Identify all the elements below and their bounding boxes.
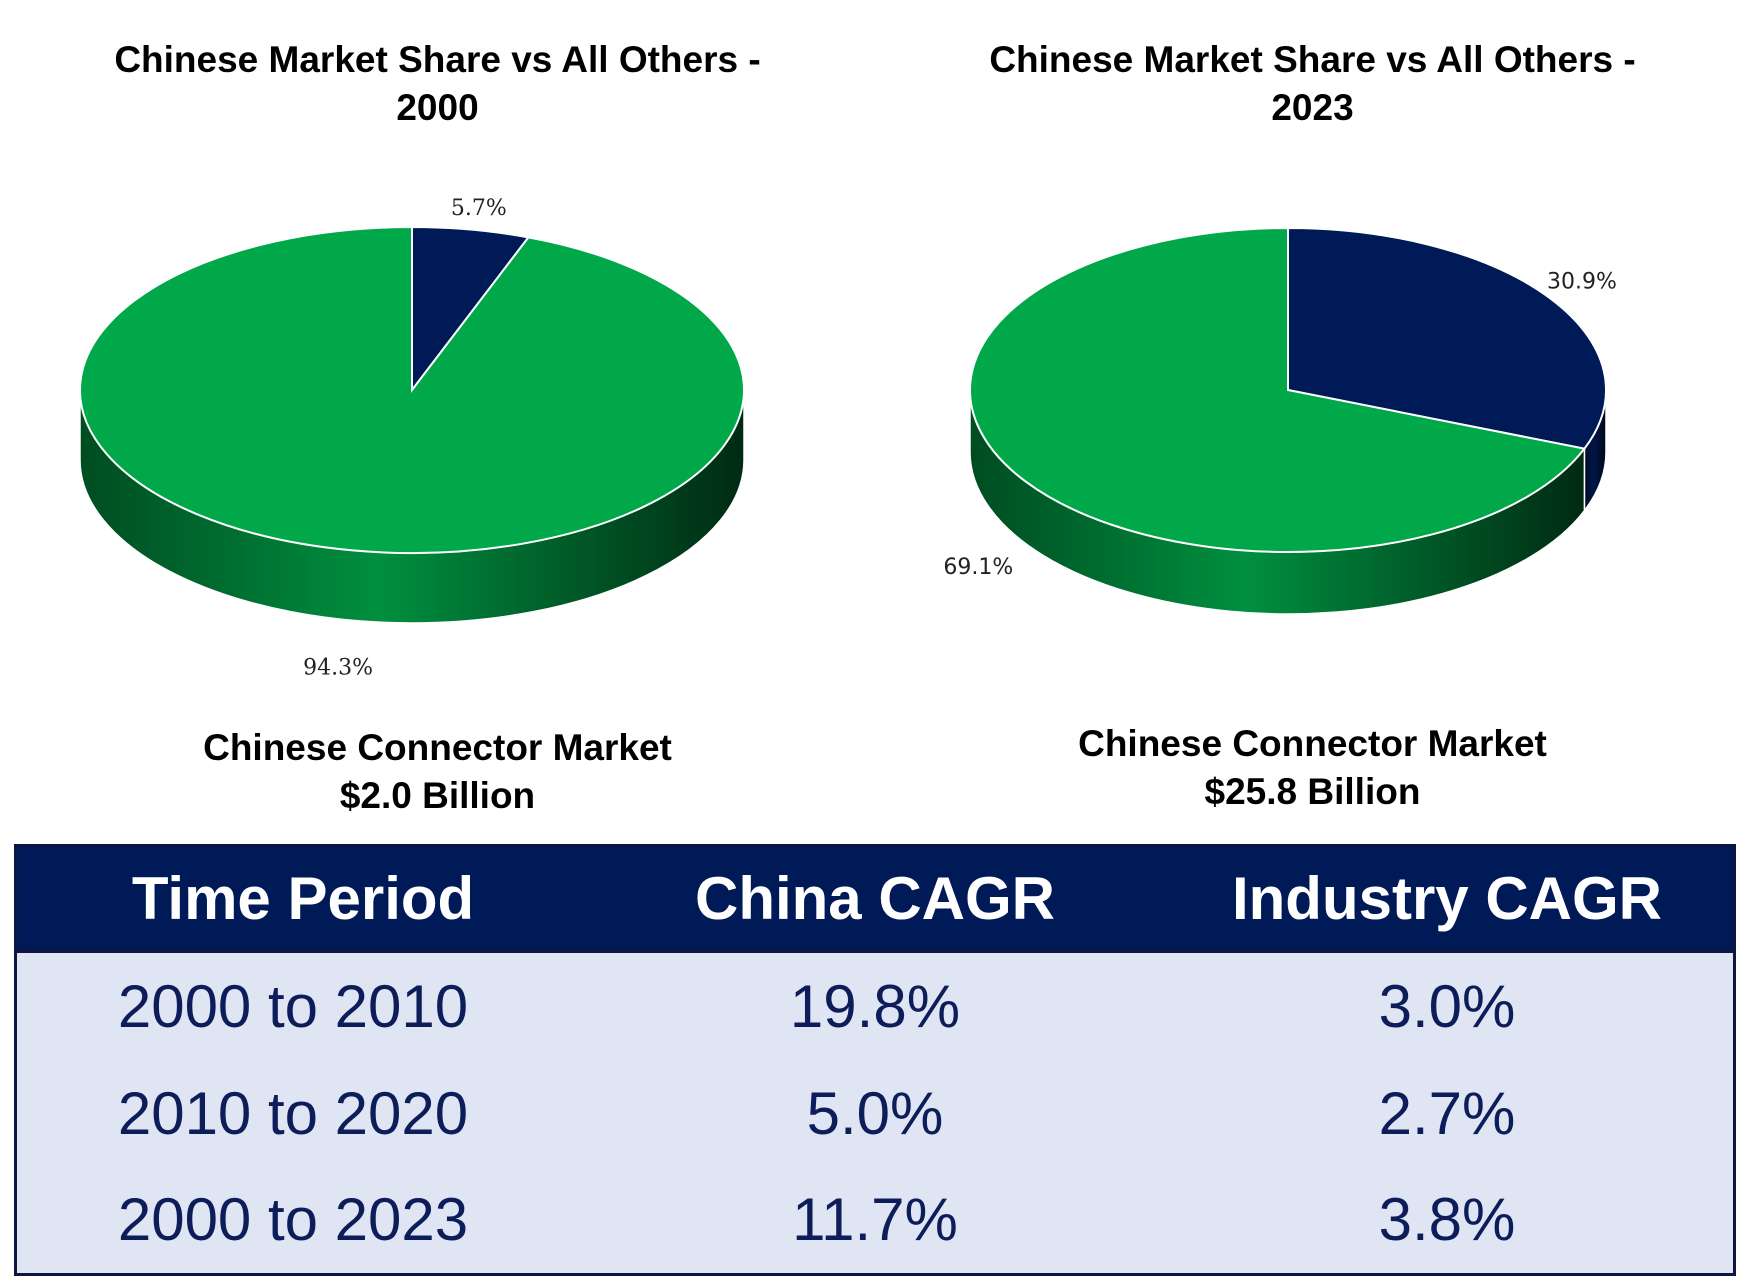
market-caption-line1: Chinese Connector Market xyxy=(1078,723,1547,764)
pie-data-label: 30.9% xyxy=(1547,270,1617,295)
chart-title: Chinese Market Share vs All Others -2023 xyxy=(989,39,1636,128)
pie-data-label: 94.3% xyxy=(303,655,373,680)
pie-chart-svg: 5.7% 94.3% xyxy=(79,196,745,680)
cagr-table-grid: Time Period China CAGR Industry CAGR 200… xyxy=(17,847,1733,1273)
table-row: 2000 to 2010 19.8% 3.0% xyxy=(17,951,1733,1060)
pie-chart-svg: 30.9% 69.1% xyxy=(943,226,1617,615)
pie-chart-2023: Chinese Market Share vs All Others -2023… xyxy=(875,0,1750,840)
pie-slice xyxy=(1287,226,1607,450)
header-industry-cagr: Industry CAGR xyxy=(1161,847,1733,953)
cell-time-period: 2000 to 2010 xyxy=(117,972,469,1040)
chart-title: Chinese Market Share vs All Others -2000 xyxy=(114,39,761,128)
cell-china-cagr: 11.7% xyxy=(792,1186,958,1254)
table-header-row: Time Period China CAGR Industry CAGR xyxy=(17,847,1733,953)
cell-industry-cagr: 3.8% xyxy=(1378,1186,1516,1254)
market-caption-line2: $25.8 Billion xyxy=(1204,771,1421,812)
table-row: 2000 to 2023 11.7% 3.8% xyxy=(17,1166,1733,1273)
pie-chart-2000: Chinese Market Share vs All Others -2000… xyxy=(0,0,875,840)
cell-china-cagr: 19.8% xyxy=(789,972,961,1040)
header-time-period: Time Period xyxy=(17,847,589,953)
pie-data-label: 69.1% xyxy=(943,555,1013,580)
pie-data-label: 5.7% xyxy=(451,196,507,221)
cell-china-cagr: 5.0% xyxy=(806,1079,944,1147)
cagr-table: Time Period China CAGR Industry CAGR 200… xyxy=(14,844,1736,1276)
market-caption-line1: Chinese Connector Market xyxy=(203,727,672,768)
cell-time-period: 2010 to 2020 xyxy=(117,1079,469,1147)
pie-slice xyxy=(79,225,745,554)
header-china-cagr: China CAGR xyxy=(589,847,1161,953)
cell-time-period: 2000 to 2023 xyxy=(117,1186,469,1254)
table-row: 2010 to 2020 5.0% 2.7% xyxy=(17,1060,1733,1167)
pie-slice xyxy=(969,226,1587,553)
cell-industry-cagr: 3.0% xyxy=(1378,972,1516,1040)
cell-industry-cagr: 2.7% xyxy=(1378,1079,1516,1147)
market-caption-line2: $2.0 Billion xyxy=(339,775,536,816)
